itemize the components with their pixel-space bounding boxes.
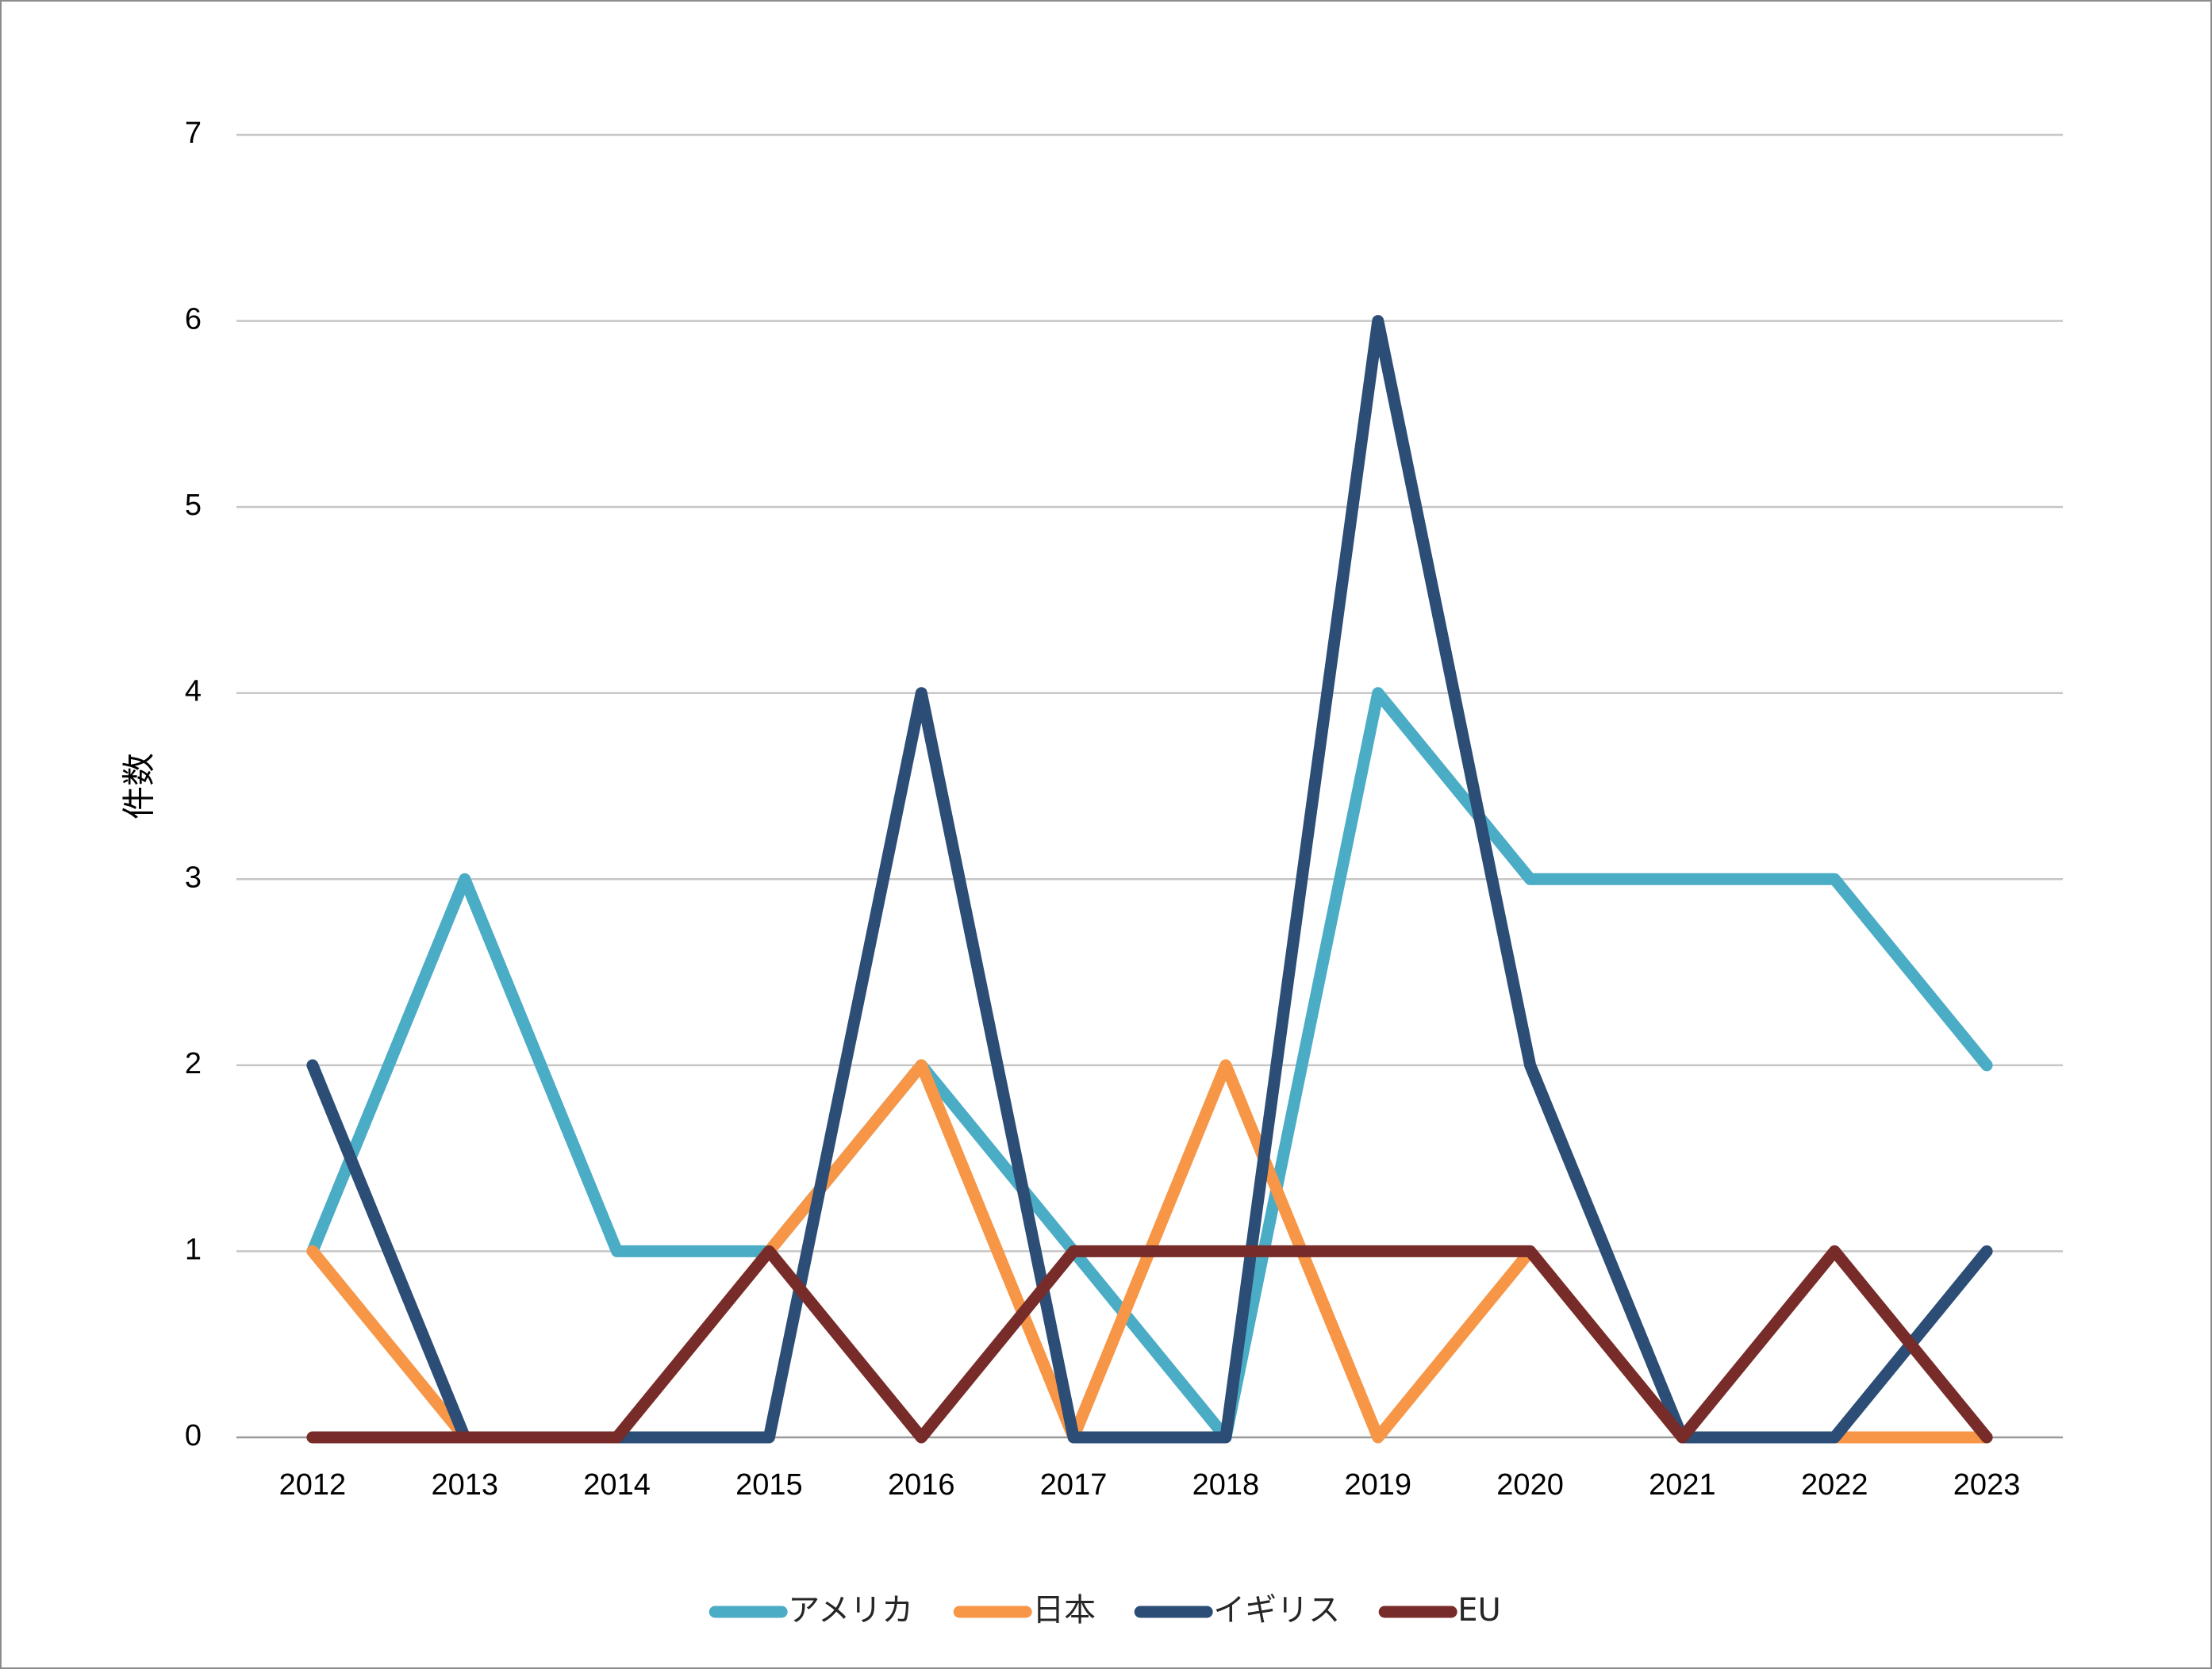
legend-label: 日本 <box>1032 1592 1096 1629</box>
data-point <box>768 1437 770 1438</box>
data-point <box>1377 1437 1379 1438</box>
data-point <box>1986 1437 1987 1438</box>
legend-item: 日本 <box>953 1592 1096 1629</box>
x-tick-label: 2015 <box>735 1468 803 1502</box>
data-point <box>1834 878 1835 880</box>
legend-item: アメリカ <box>709 1592 913 1629</box>
data-point <box>312 1065 313 1066</box>
x-tick-label: 2021 <box>1649 1468 1716 1502</box>
legend-label: アメリカ <box>788 1592 913 1629</box>
data-point <box>1834 1437 1835 1438</box>
series-line-0 <box>306 687 1993 1444</box>
data-point <box>1834 1250 1835 1252</box>
data-point <box>920 1065 922 1066</box>
data-point <box>1530 1250 1531 1252</box>
data-point <box>1681 1437 1683 1438</box>
data-point <box>920 1437 922 1438</box>
data-point <box>1986 1250 1987 1252</box>
x-axis-tick-labels: 2012 2013 2014 2015 2016 2017 2018 2019 2020 2021… <box>279 1468 2021 1502</box>
x-tick-label: 2018 <box>1192 1468 1260 1502</box>
data-point <box>1986 1065 1987 1066</box>
legend-label: イギリス <box>1213 1592 1340 1629</box>
x-tick-label: 2023 <box>1953 1468 2021 1502</box>
x-tick-label: 2014 <box>583 1468 651 1502</box>
x-tick-label: 2012 <box>279 1468 347 1502</box>
data-point <box>616 1437 618 1438</box>
data-point <box>464 1437 466 1438</box>
legend-item: イギリス <box>1134 1592 1340 1629</box>
data-point <box>768 1250 770 1252</box>
series-lines <box>306 315 1993 1444</box>
y-tick-label: 7 <box>185 117 202 150</box>
x-tick-label: 2022 <box>1801 1468 1868 1502</box>
y-axis-title: 件数 <box>120 753 159 819</box>
legend-label: EU <box>1457 1592 1501 1629</box>
y-axis-tick-labels: 0 1 2 3 4 5 6 7 <box>185 117 202 1452</box>
data-point <box>312 1250 313 1252</box>
data-point <box>1530 878 1531 880</box>
data-point <box>312 1437 313 1438</box>
y-tick-label: 1 <box>185 1233 202 1266</box>
series-line-3 <box>306 1245 1993 1444</box>
data-point <box>1073 1437 1074 1438</box>
data-point <box>464 878 466 880</box>
data-point <box>1377 320 1379 322</box>
data-point <box>1073 1250 1074 1252</box>
data-point <box>1225 1250 1227 1252</box>
data-point <box>920 693 922 694</box>
x-tick-label: 2019 <box>1344 1468 1411 1502</box>
data-point <box>1681 878 1683 880</box>
x-tick-label: 2017 <box>1040 1468 1108 1502</box>
data-point <box>1377 1250 1379 1252</box>
x-tick-label: 2013 <box>431 1468 498 1502</box>
x-tick-label: 2020 <box>1496 1468 1564 1502</box>
data-point <box>1225 1065 1227 1066</box>
x-tick-label: 2016 <box>888 1468 955 1502</box>
y-tick-label: 4 <box>185 675 202 708</box>
data-point <box>1225 1437 1227 1438</box>
y-tick-label: 6 <box>185 303 202 336</box>
y-tick-label: 5 <box>185 489 202 522</box>
y-tick-label: 2 <box>185 1047 202 1080</box>
data-point <box>1530 1065 1531 1066</box>
data-point <box>1377 693 1379 694</box>
data-point <box>616 1250 618 1252</box>
legend: アメリカ 日本 イギリス EU <box>709 1592 1501 1629</box>
y-tick-label: 0 <box>185 1419 202 1452</box>
legend-item: EU <box>1378 1592 1501 1629</box>
y-tick-label: 3 <box>185 861 202 894</box>
